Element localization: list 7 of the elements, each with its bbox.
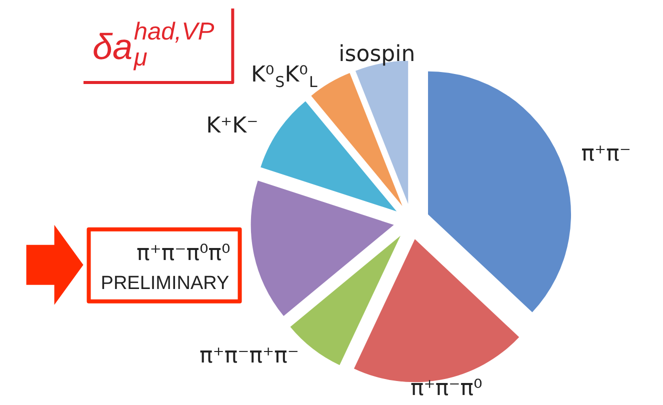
text: PRELIMINARY bbox=[100, 272, 230, 294]
slice-label: isospin bbox=[338, 42, 416, 68]
slice-label: π⁺π⁻π⁺π⁻ bbox=[200, 343, 299, 368]
slice-label: π⁺π⁻ bbox=[581, 141, 632, 166]
slice-label: π⁺π⁻π⁰ bbox=[410, 376, 482, 401]
slice-label: K⁺K⁻ bbox=[206, 113, 258, 138]
slice-label: π⁺π⁻π⁰π⁰ bbox=[136, 240, 231, 266]
